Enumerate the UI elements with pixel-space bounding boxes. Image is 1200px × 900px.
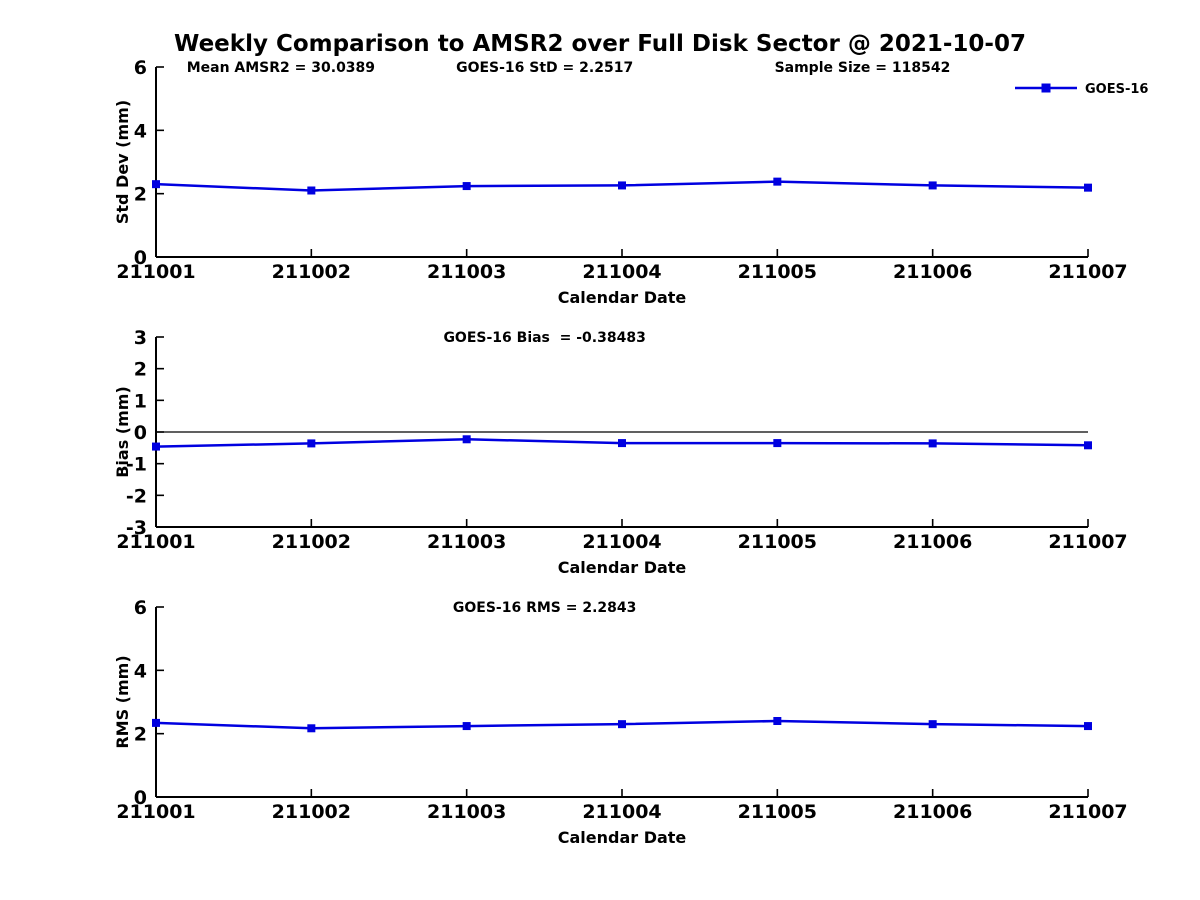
x-tick-label: 211005 <box>738 801 817 823</box>
legend: GOES-16 <box>1015 82 1148 97</box>
data-point-marker <box>1084 441 1092 450</box>
data-point-marker <box>462 435 471 444</box>
x-tick-label: 211005 <box>738 531 817 553</box>
data-point-marker <box>462 182 471 191</box>
x-tick-label: 211005 <box>738 261 817 283</box>
data-point-marker <box>307 439 316 448</box>
x-tick-label: 211002 <box>272 801 351 823</box>
stat-annotation: Sample Size = 118542 <box>775 60 951 76</box>
y-tick-label: 3 <box>134 327 147 349</box>
y-tick-label: -3 <box>126 517 147 539</box>
x-tick-label: 211002 <box>272 261 351 283</box>
x-tick-label: 211002 <box>272 531 351 553</box>
subplot-std-dev-mm: 0 2 4 6 211001 211002 211003 211004 211005 211006… <box>113 57 1148 307</box>
x-tick-label: 211003 <box>427 531 506 553</box>
data-point-marker <box>307 186 316 195</box>
y-tick-label: 1 <box>134 390 147 412</box>
data-point-marker <box>307 724 316 733</box>
data-point-marker <box>152 180 160 189</box>
data-point-marker <box>1084 183 1092 192</box>
x-tick-label: 211004 <box>582 261 661 283</box>
y-tick-label: 0 <box>134 422 147 444</box>
x-tick-label: 211007 <box>1048 261 1127 283</box>
y-tick-label: 2 <box>134 184 147 206</box>
data-point-marker <box>773 717 782 725</box>
figure-title: Weekly Comparison to AMSR2 over Full Dis… <box>174 31 1026 57</box>
stat-annotation: Mean AMSR2 = 30.0389 <box>187 60 375 76</box>
y-axis-label: RMS (mm) <box>113 655 132 748</box>
data-point-marker <box>152 442 160 451</box>
x-axis-label: Calendar Date <box>558 828 687 847</box>
data-point-marker <box>462 722 471 731</box>
x-tick-label: 211004 <box>582 531 661 553</box>
x-tick-label: 211006 <box>893 801 972 823</box>
x-tick-label: 211007 <box>1048 801 1127 823</box>
stat-annotation: GOES-16 RMS = 2.2843 <box>453 600 637 616</box>
x-tick-label: 211003 <box>427 261 506 283</box>
legend-marker <box>1041 83 1051 93</box>
y-axis-label: Std Dev (mm) <box>113 100 132 224</box>
stat-annotation: GOES-16 StD = 2.2517 <box>456 60 633 76</box>
data-point-marker <box>773 177 782 186</box>
y-tick-label: -1 <box>126 454 147 476</box>
y-tick-label: 0 <box>134 787 147 809</box>
x-tick-label: 211001 <box>116 531 195 553</box>
data-point-marker <box>618 720 626 729</box>
x-tick-label: 211004 <box>582 801 661 823</box>
x-tick-label: 211001 <box>116 801 195 823</box>
x-tick-label: 211001 <box>116 261 195 283</box>
x-axis-label: Calendar Date <box>558 558 687 577</box>
data-point-marker <box>928 720 937 729</box>
data-point-marker <box>152 718 160 727</box>
subplot-rms-mm: 0 2 4 6 211001 211002 211003 211004 211005 211006… <box>113 597 1128 847</box>
y-tick-label: 2 <box>134 359 147 381</box>
x-axis-label: Calendar Date <box>558 288 687 307</box>
subplot-bias-mm: -3 -2 -1 0 1 2 3 211001 211002 211003 211004 211005… <box>113 327 1128 577</box>
y-tick-label: 4 <box>134 660 147 682</box>
y-tick-label: 0 <box>134 247 147 269</box>
legend-label: GOES-16 <box>1085 82 1148 97</box>
y-tick-label: 6 <box>134 597 147 619</box>
x-tick-label: 211007 <box>1048 531 1127 553</box>
x-tick-label: 211006 <box>893 261 972 283</box>
y-tick-label: 4 <box>134 120 147 142</box>
data-point-marker <box>1084 722 1092 731</box>
x-tick-label: 211003 <box>427 801 506 823</box>
data-point-marker <box>928 439 937 448</box>
data-point-marker <box>773 439 782 448</box>
y-tick-label: 6 <box>134 57 147 79</box>
data-point-marker <box>928 181 937 190</box>
y-axis-label: Bias (mm) <box>113 386 132 478</box>
data-point-marker <box>618 439 626 448</box>
stat-annotation: GOES-16 Bias = -0.38483 <box>443 330 645 346</box>
x-tick-label: 211006 <box>893 531 972 553</box>
data-point-marker <box>618 181 626 190</box>
y-tick-label: 2 <box>134 724 147 746</box>
y-tick-label: -2 <box>126 485 147 507</box>
